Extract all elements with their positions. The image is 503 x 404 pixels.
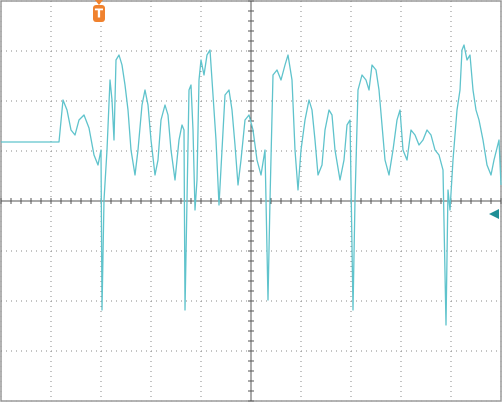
trigger-marker: T [93, 0, 105, 22]
ground-marker [489, 209, 499, 219]
trigger-badge [93, 5, 105, 22]
trigger-pointer [95, 0, 103, 5]
waveform [1, 44, 502, 326]
trigger-label: T [95, 7, 104, 21]
